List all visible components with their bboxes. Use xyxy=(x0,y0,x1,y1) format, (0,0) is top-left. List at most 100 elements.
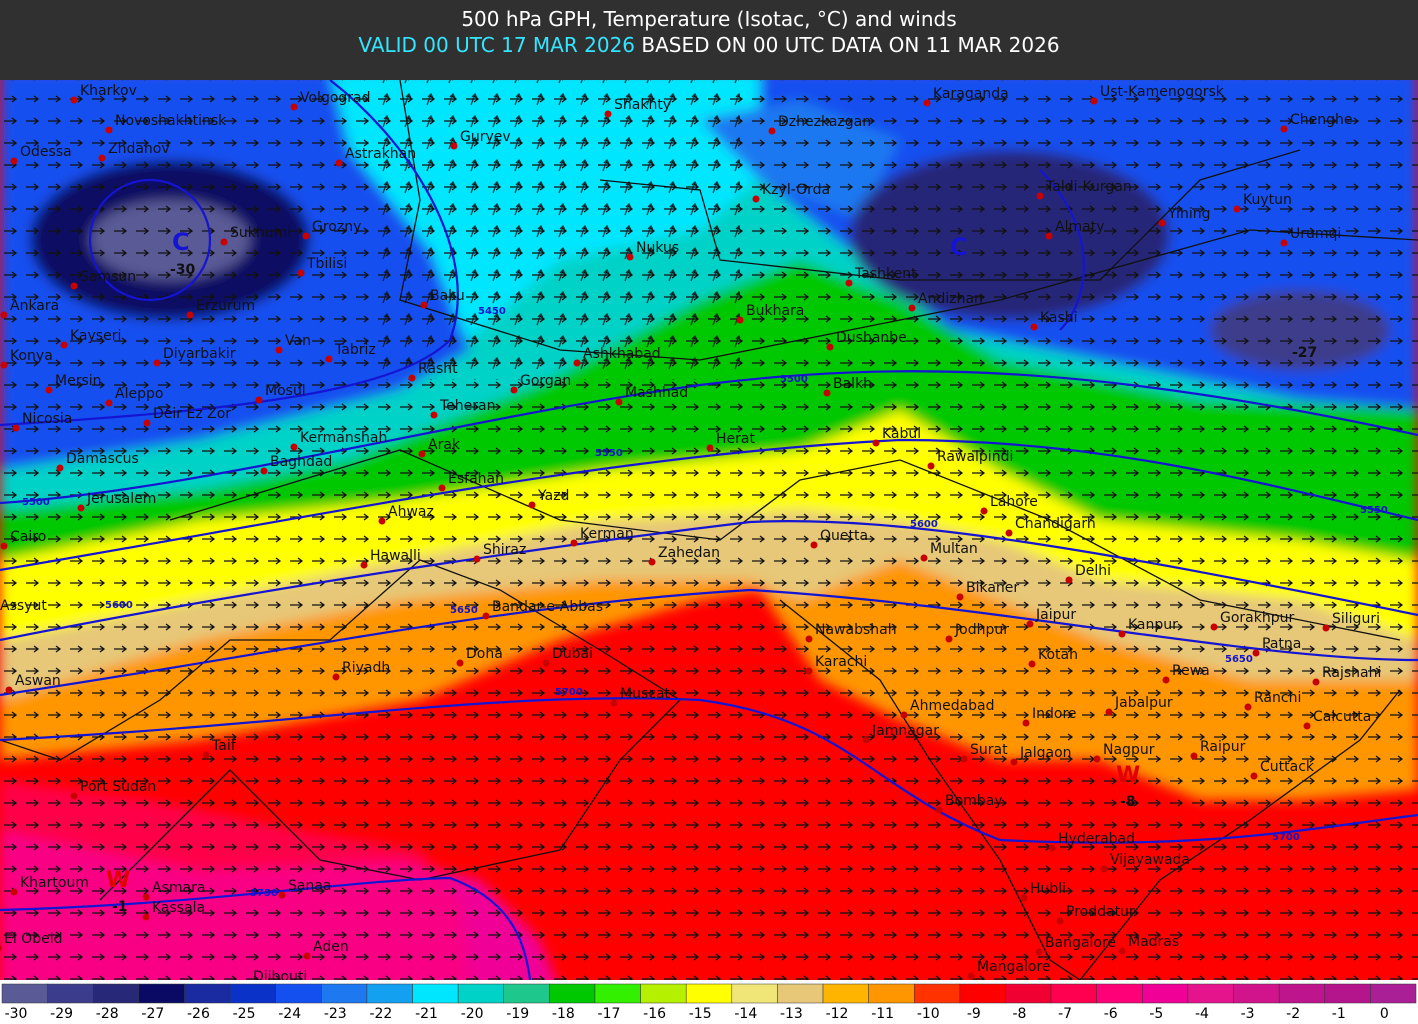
city-dot xyxy=(302,232,310,240)
city-dot xyxy=(1312,678,1320,686)
city-label: Deir Ez Zor xyxy=(153,406,231,422)
colorbar-label: -6 xyxy=(1104,1006,1118,1022)
city-label: Jamnagar xyxy=(871,723,939,739)
city-label: Nicosia xyxy=(22,411,72,427)
city-label: Patna xyxy=(1262,636,1301,652)
city-label: Kotah xyxy=(1038,647,1078,663)
colorbar-label: -12 xyxy=(826,1006,849,1022)
colorbar-swatch xyxy=(1187,983,1234,1004)
contour-label: 5700 xyxy=(1272,832,1300,843)
colorbar-label: -10 xyxy=(917,1006,940,1022)
city-dot xyxy=(935,806,943,814)
city-dot xyxy=(736,316,744,324)
city-dot xyxy=(967,972,975,980)
city-label: Madras xyxy=(1128,934,1179,950)
colorbar-swatch xyxy=(412,983,459,1004)
colorbar-swatch xyxy=(731,983,778,1004)
city-dot xyxy=(456,659,464,667)
city-label: Zhdanov xyxy=(108,141,170,157)
border xyxy=(399,80,1418,361)
city-label: Quetta xyxy=(820,528,868,544)
city-dot xyxy=(845,279,853,287)
city-label: Siliguri xyxy=(1332,611,1380,627)
city-label: Nukus xyxy=(636,240,679,256)
city-label: Surat xyxy=(970,742,1008,758)
city-dot xyxy=(450,142,458,150)
colorbar-swatch xyxy=(366,983,413,1004)
contour-line xyxy=(0,876,532,980)
city-label: Ankara xyxy=(10,298,59,314)
city-dot xyxy=(1162,676,1170,684)
city-label: Bandar-e-Abbas xyxy=(492,599,603,615)
city-label: Kuytun xyxy=(1243,192,1292,208)
colorbar-swatch xyxy=(822,983,869,1004)
pressure-center: W xyxy=(1116,763,1140,788)
city-label: Raipur xyxy=(1200,739,1246,755)
city-label: Herat xyxy=(716,431,755,447)
city-dot xyxy=(1118,947,1126,955)
city-dot xyxy=(862,736,870,744)
colorbar-swatch xyxy=(1324,983,1371,1004)
city-dot xyxy=(360,561,368,569)
city-dot xyxy=(1026,620,1034,628)
colorbar-label: -19 xyxy=(506,1006,529,1022)
city-label: Karaganda xyxy=(933,86,1009,102)
city-dot xyxy=(510,386,518,394)
contour-line xyxy=(0,370,1418,505)
colorbar-swatch xyxy=(1142,983,1189,1004)
wind-arrows xyxy=(380,80,740,380)
contour-label: 5600 xyxy=(910,519,938,530)
contour-label: 5550 xyxy=(1360,505,1388,516)
city-label: Bukhara xyxy=(746,303,804,319)
city-label: Odessa xyxy=(20,144,72,160)
city-dot xyxy=(297,269,305,277)
city-dot xyxy=(1056,917,1064,925)
colorbar-label: -30 xyxy=(5,1006,28,1022)
city-label: Riyadh xyxy=(342,660,390,676)
city-label: Zahedan xyxy=(658,545,720,561)
colorbar-label: -23 xyxy=(324,1006,347,1022)
city-dot xyxy=(143,419,151,427)
city-dot xyxy=(5,686,13,694)
contour-label: 5750 xyxy=(250,888,278,899)
coastline xyxy=(0,559,682,901)
city-dot xyxy=(626,253,634,261)
city-label: Teheran xyxy=(439,398,495,414)
border xyxy=(599,149,1301,281)
city-dot xyxy=(956,593,964,601)
colorbar-label: -14 xyxy=(734,1006,757,1022)
city-label: Baku xyxy=(430,288,465,304)
city-dot xyxy=(105,399,113,407)
city-dot xyxy=(290,443,298,451)
contour-line xyxy=(0,697,1418,844)
city-label: Ashkhabad xyxy=(583,346,661,362)
header-bar xyxy=(0,0,1418,80)
city-label: Mashhad xyxy=(625,385,688,401)
city-dot xyxy=(805,667,813,675)
city-label: Tabriz xyxy=(334,342,376,358)
city-dot xyxy=(706,444,714,452)
city-dot xyxy=(420,301,428,309)
colorbar-label: -7 xyxy=(1058,1006,1072,1022)
city-label: Calcutta xyxy=(1313,709,1371,725)
contour-line xyxy=(0,588,1418,697)
colorbar-label: -18 xyxy=(552,1006,575,1022)
city-dot xyxy=(70,792,78,800)
colorbar-label: -2 xyxy=(1286,1006,1300,1022)
city-label: Kabul xyxy=(882,426,921,442)
colorbar-label: -5 xyxy=(1149,1006,1163,1022)
city-label: Konya xyxy=(10,348,53,364)
city-label: Kayseri xyxy=(70,328,121,344)
city-dot xyxy=(153,359,161,367)
colorbar-swatch xyxy=(1,983,48,1004)
colorbar-label: -13 xyxy=(780,1006,803,1022)
city-dot xyxy=(1045,232,1053,240)
city-dot xyxy=(332,673,340,681)
city-dot xyxy=(528,501,536,509)
colorbar-swatch xyxy=(685,983,733,1004)
city-label: Dushanbe xyxy=(836,330,907,346)
coastline xyxy=(779,599,1401,980)
city-label: Proddatur xyxy=(1066,904,1135,920)
pressure-center: -1 xyxy=(112,899,128,915)
city-label: Almaty xyxy=(1055,219,1104,235)
